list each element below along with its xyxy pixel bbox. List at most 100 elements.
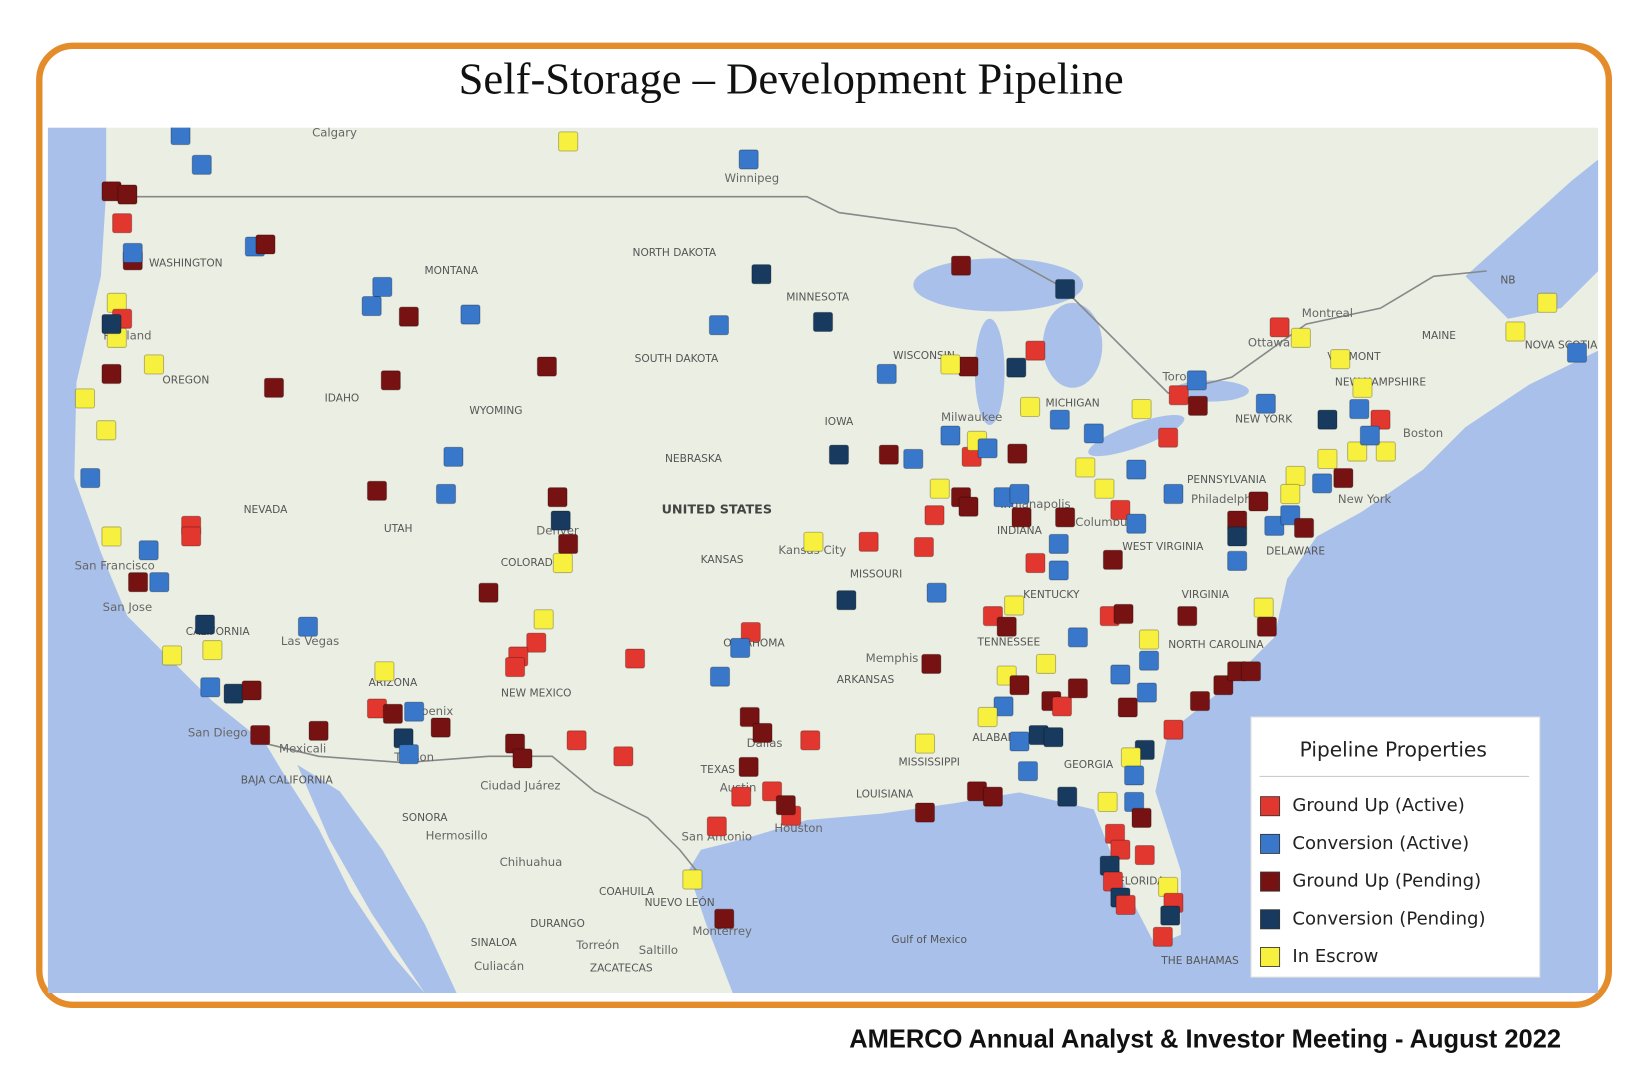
map-label: KANSAS: [701, 553, 744, 566]
map-label: Saltillo: [639, 943, 678, 957]
property-marker: [1117, 697, 1138, 718]
legend-swatch: [1260, 833, 1281, 854]
legend-swatch: [1260, 871, 1281, 892]
property-marker: [308, 720, 329, 741]
property-marker: [194, 614, 216, 635]
property-marker: [1131, 807, 1152, 828]
property-marker: [1110, 839, 1131, 860]
property-marker: [374, 661, 395, 682]
property-marker: [101, 313, 122, 335]
map: Calgary Winnipeg WASHINGTON MONTANA NORTH DA…: [47, 125, 1599, 994]
property-marker: [1158, 427, 1179, 448]
property-marker: [1035, 653, 1057, 674]
property-marker: [1007, 443, 1028, 464]
gulf-of-california: [297, 764, 457, 994]
property-marker: [1048, 560, 1069, 581]
property-marker: [940, 425, 961, 446]
property-marker: [1333, 467, 1354, 489]
property-marker: [297, 616, 319, 637]
property-marker: [993, 696, 1014, 717]
property-marker: [1075, 457, 1096, 478]
map-label: NEW MEXICO: [501, 687, 572, 700]
property-marker: [1255, 393, 1276, 414]
legend-label: Conversion (Active): [1292, 833, 1469, 854]
property-marker: [913, 536, 934, 558]
property-marker: [1312, 473, 1333, 494]
property-marker: [200, 677, 221, 698]
map-label: KENTUCKY: [1023, 588, 1080, 601]
pacific-ocean: [47, 127, 425, 994]
property-marker: [613, 746, 634, 767]
property-marker: [1048, 533, 1069, 554]
property-marker: [435, 483, 457, 505]
map-label: THE BAHAMAS: [1160, 954, 1239, 967]
property-marker: [926, 582, 947, 603]
property-marker: [1115, 894, 1136, 916]
property-marker: [1505, 321, 1526, 342]
property-marker: [404, 701, 425, 722]
map-label: NEBRASKA: [665, 452, 723, 465]
legend-label: Conversion (Pending): [1292, 908, 1485, 929]
legend-swatch: [1260, 947, 1281, 967]
property-marker: [1290, 327, 1311, 348]
property-marker: [1248, 491, 1269, 512]
property-marker: [1055, 507, 1076, 528]
property-marker: [138, 540, 159, 561]
property-marker: [1280, 483, 1301, 505]
property-marker: [958, 496, 979, 517]
map-label: PENNSYLVANIA: [1187, 473, 1267, 486]
property-marker: [761, 781, 783, 802]
property-marker: [1240, 661, 1262, 682]
property-marker: [929, 478, 950, 499]
property-marker: [836, 590, 857, 611]
map-label: Philadelphia: [1191, 492, 1262, 506]
property-marker: [1285, 465, 1306, 487]
map-label: Calgary: [312, 125, 357, 139]
property-marker: [1187, 395, 1208, 416]
map-label: MICHIGAN: [1045, 397, 1099, 410]
map-label: VIRGINIA: [1182, 588, 1230, 601]
property-marker: [1138, 650, 1160, 671]
property-marker: [1317, 409, 1338, 430]
property-marker: [558, 533, 579, 554]
map-label: NORTH CAROLINA: [1168, 638, 1264, 651]
property-marker: [536, 356, 557, 377]
property-marker: [1189, 690, 1211, 712]
property-marker: [149, 572, 170, 593]
title: Self-Storage – Development Pipeline: [459, 53, 1124, 103]
property-marker: [1094, 478, 1115, 499]
map-label: ZACATECAS: [590, 962, 653, 975]
map-label: WYOMING: [469, 404, 522, 417]
map-label: Mexicali: [279, 741, 326, 755]
map-label: SONORA: [402, 811, 448, 824]
property-marker: [709, 666, 731, 687]
property-marker: [706, 816, 727, 837]
property-marker: [738, 149, 759, 170]
property-marker: [1017, 761, 1039, 782]
property-marker: [1256, 616, 1277, 637]
property-marker: [1113, 603, 1134, 625]
property-marker: [1097, 791, 1118, 813]
property-marker: [1359, 425, 1380, 446]
property-marker: [1009, 731, 1030, 752]
property-marker: [398, 306, 419, 327]
map-label: San Francisco: [75, 559, 155, 573]
property-marker: [914, 802, 936, 823]
property-marker: [1227, 526, 1248, 547]
property-marker: [682, 869, 703, 890]
property-marker: [366, 480, 388, 501]
property-marker: [1177, 606, 1198, 627]
property-marker: [263, 377, 285, 398]
property-marker: [1049, 409, 1070, 430]
property-marker: [460, 304, 481, 325]
map-label: DELAWARE: [1266, 544, 1325, 557]
property-marker: [751, 264, 772, 285]
property-marker: [775, 795, 796, 816]
north-atlantic: [1465, 159, 1599, 319]
property-marker: [170, 127, 191, 146]
property-marker: [940, 354, 961, 375]
property-marker: [547, 487, 568, 508]
lake-michigan: [974, 318, 1005, 425]
map-label: WEST VIRGINIA: [1122, 540, 1204, 553]
property-marker: [903, 448, 924, 470]
